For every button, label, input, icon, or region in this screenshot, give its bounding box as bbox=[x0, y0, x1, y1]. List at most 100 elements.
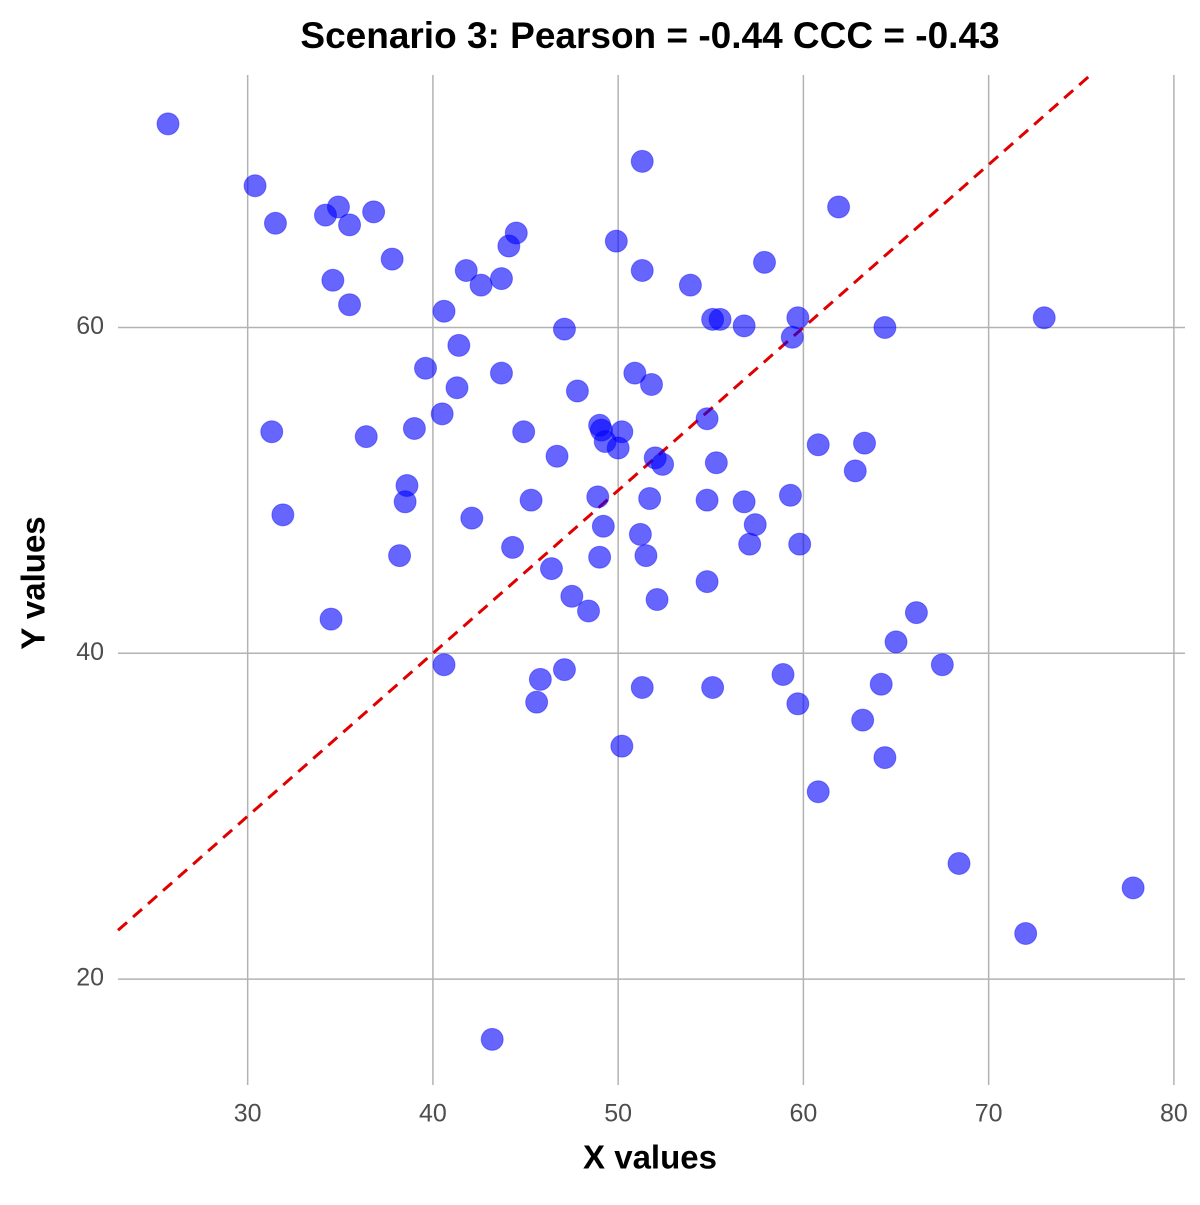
point bbox=[354, 425, 378, 449]
point bbox=[519, 488, 543, 512]
point bbox=[460, 506, 484, 530]
point bbox=[780, 325, 804, 349]
point bbox=[853, 431, 877, 455]
x-tick-label: 70 bbox=[975, 1100, 1003, 1128]
point bbox=[454, 258, 478, 282]
point bbox=[1014, 922, 1038, 945]
point bbox=[873, 316, 897, 339]
point bbox=[338, 213, 362, 237]
point bbox=[362, 200, 386, 224]
point bbox=[634, 544, 658, 568]
point bbox=[743, 513, 767, 537]
point bbox=[869, 672, 893, 696]
point bbox=[489, 361, 513, 385]
point bbox=[947, 851, 971, 875]
y-tick-label: 20 bbox=[76, 964, 104, 992]
point bbox=[321, 268, 345, 292]
point bbox=[638, 487, 662, 511]
point bbox=[414, 356, 438, 380]
point bbox=[604, 229, 628, 253]
x-tick-label: 60 bbox=[789, 1100, 817, 1128]
point bbox=[560, 584, 584, 608]
x-axis-label: X values bbox=[583, 1139, 717, 1176]
point bbox=[326, 195, 350, 219]
point bbox=[469, 273, 493, 297]
point bbox=[786, 692, 810, 716]
point bbox=[525, 690, 549, 714]
point bbox=[695, 407, 719, 431]
point bbox=[489, 267, 513, 291]
point bbox=[501, 535, 525, 559]
point bbox=[539, 557, 563, 581]
point bbox=[380, 247, 404, 271]
point bbox=[445, 376, 469, 400]
x-tick-label: 40 bbox=[419, 1100, 447, 1128]
point bbox=[651, 452, 675, 476]
point bbox=[628, 522, 652, 546]
point bbox=[630, 149, 654, 173]
point bbox=[156, 112, 180, 136]
point bbox=[432, 299, 456, 323]
point bbox=[904, 601, 928, 625]
y-tick-label: 40 bbox=[76, 638, 104, 666]
point bbox=[851, 708, 875, 732]
point bbox=[393, 490, 417, 514]
point bbox=[884, 630, 908, 654]
point bbox=[430, 402, 454, 426]
point bbox=[565, 379, 589, 403]
point bbox=[552, 658, 576, 682]
point bbox=[263, 211, 287, 235]
point bbox=[512, 420, 536, 444]
point bbox=[402, 417, 426, 440]
point bbox=[701, 676, 725, 700]
point bbox=[528, 667, 552, 691]
point bbox=[645, 588, 669, 612]
point bbox=[827, 195, 851, 219]
y-tick-label: 60 bbox=[76, 312, 104, 340]
point bbox=[873, 746, 897, 770]
point bbox=[1032, 306, 1056, 330]
point bbox=[1121, 876, 1145, 900]
point bbox=[788, 532, 812, 556]
point bbox=[610, 420, 634, 444]
point bbox=[591, 514, 615, 538]
point bbox=[930, 653, 954, 677]
point bbox=[640, 373, 663, 397]
point bbox=[260, 420, 284, 444]
point bbox=[695, 570, 719, 594]
point bbox=[545, 444, 569, 468]
x-tick-label: 30 bbox=[234, 1100, 262, 1128]
point bbox=[732, 314, 756, 338]
point bbox=[552, 317, 576, 341]
y-axis-label: Y values bbox=[15, 516, 52, 649]
point bbox=[588, 545, 612, 569]
point bbox=[678, 273, 702, 297]
point bbox=[786, 306, 810, 330]
point bbox=[388, 544, 412, 568]
point bbox=[630, 258, 654, 282]
point bbox=[480, 1027, 504, 1051]
point bbox=[504, 221, 528, 245]
point bbox=[738, 532, 762, 556]
point bbox=[338, 293, 362, 317]
point bbox=[243, 174, 267, 198]
point bbox=[623, 361, 647, 385]
point bbox=[778, 483, 802, 507]
x-tick-label: 50 bbox=[604, 1100, 632, 1128]
point bbox=[806, 780, 830, 804]
point bbox=[447, 333, 471, 357]
point bbox=[432, 653, 456, 677]
point bbox=[771, 662, 795, 686]
point bbox=[708, 307, 732, 331]
point bbox=[732, 490, 756, 514]
point bbox=[586, 485, 610, 509]
chart-title: Scenario 3: Pearson = -0.44 CCC = -0.43 bbox=[300, 15, 999, 56]
point bbox=[843, 459, 867, 483]
point bbox=[630, 676, 654, 700]
point bbox=[319, 607, 343, 631]
point bbox=[695, 488, 719, 512]
point bbox=[752, 250, 776, 274]
point bbox=[577, 599, 601, 623]
